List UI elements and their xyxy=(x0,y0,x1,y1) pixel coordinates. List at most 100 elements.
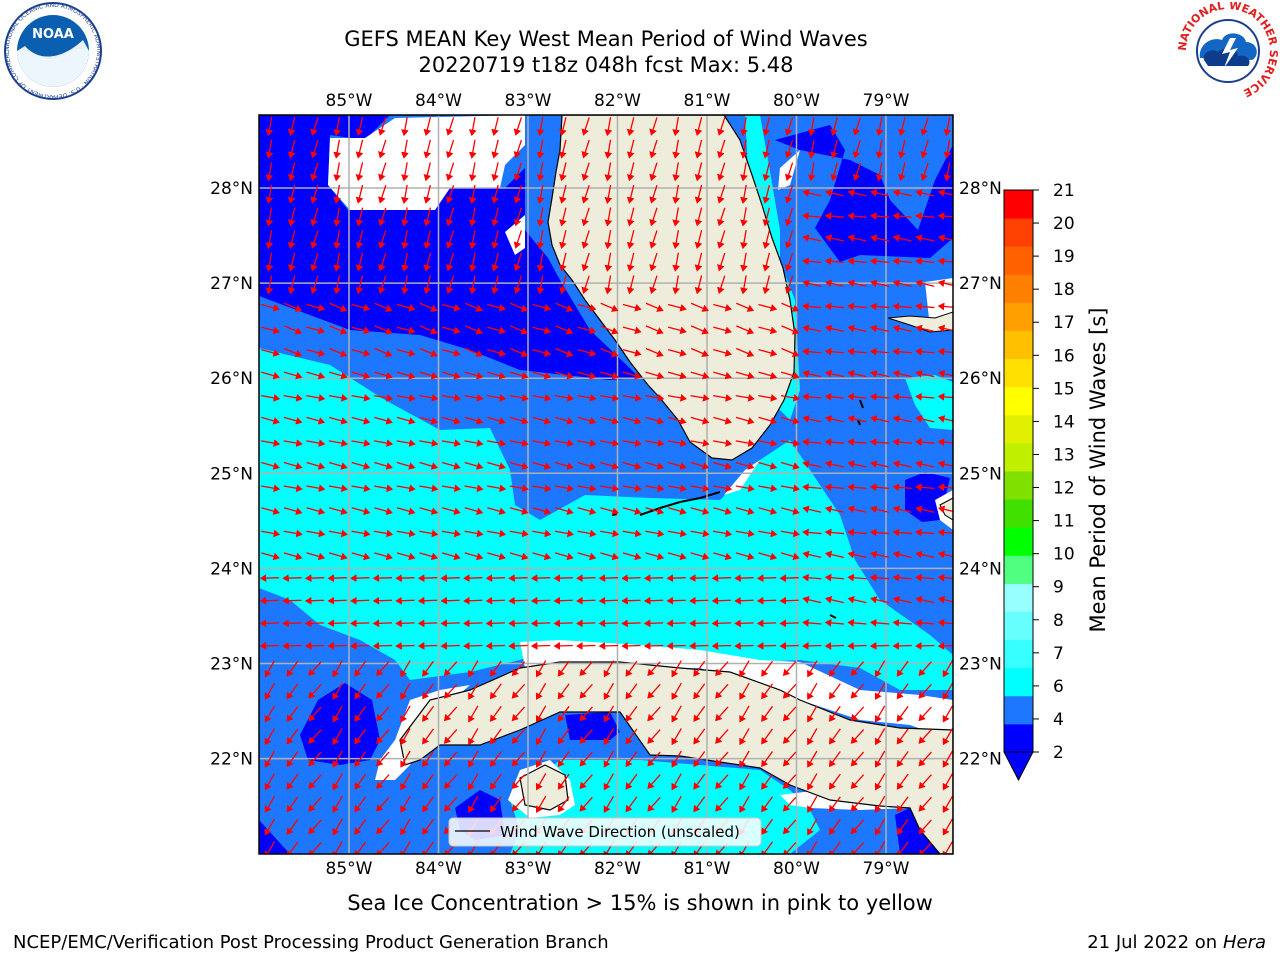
wind-wave-arrow xyxy=(355,162,364,182)
wind-wave-arrow xyxy=(874,682,886,700)
wind-wave-arrow xyxy=(828,728,841,745)
wind-wave-arrow xyxy=(782,706,797,722)
wind-wave-arrow xyxy=(581,207,590,227)
wind-wave-arrow xyxy=(419,371,439,380)
wind-wave-arrow xyxy=(355,252,364,272)
wind-wave-arrow xyxy=(690,461,710,470)
wind-wave-arrow xyxy=(779,619,799,628)
wind-wave-arrow xyxy=(332,773,343,791)
wind-wave-arrow xyxy=(828,841,841,854)
wind-wave-arrow xyxy=(869,528,890,537)
wind-wave-arrow xyxy=(376,706,390,722)
wind-wave-arrow xyxy=(781,325,800,335)
wind-wave-arrow xyxy=(304,596,325,605)
footer-credit: NCEP/EMC/Verification Post Processing Pr… xyxy=(13,932,609,953)
wind-wave-arrow xyxy=(396,416,416,425)
wind-wave-arrow xyxy=(847,302,867,311)
wind-wave-arrow xyxy=(286,683,299,700)
wind-wave-arrow xyxy=(626,139,635,159)
wind-wave-arrow xyxy=(735,371,755,380)
wind-wave-arrow xyxy=(532,349,552,357)
wind-wave-arrow xyxy=(468,139,477,159)
wind-wave-arrow xyxy=(513,252,522,272)
wind-wave-arrow xyxy=(671,728,682,746)
wind-wave-arrow xyxy=(332,818,343,836)
wind-wave-arrow xyxy=(554,529,574,538)
colorbar-segment xyxy=(1004,218,1033,247)
wind-wave-arrow xyxy=(261,484,281,493)
wind-wave-arrow xyxy=(445,139,455,159)
wind-wave-arrow xyxy=(892,369,912,378)
wind-wave-arrow xyxy=(441,416,461,425)
wind-wave-arrow xyxy=(802,392,822,401)
wind-wave-arrow xyxy=(892,189,912,197)
wind-wave-arrow xyxy=(419,394,439,402)
map-title: GEFS MEAN Key West Mean Period of Wind W… xyxy=(344,27,868,51)
wind-wave-arrow xyxy=(579,796,593,812)
wind-wave-arrow xyxy=(553,574,573,583)
lat-label: 25°N xyxy=(959,464,1002,484)
wind-wave-arrow xyxy=(626,207,635,227)
wind-wave-arrow xyxy=(645,416,665,425)
lon-label: 85°W xyxy=(326,91,373,111)
wind-wave-arrow xyxy=(530,596,551,605)
wind-wave-arrow xyxy=(264,728,276,746)
wind-wave-arrow xyxy=(509,371,529,380)
wind-wave-arrow xyxy=(643,642,664,650)
wind-wave-arrow xyxy=(464,552,484,561)
wind-wave-arrow xyxy=(468,184,477,204)
lat-label: 23°N xyxy=(210,655,253,675)
wind-wave-arrow xyxy=(306,507,326,515)
wind-wave-arrow xyxy=(850,774,865,790)
wind-wave-arrow xyxy=(283,484,303,493)
wind-wave-arrow xyxy=(667,394,687,402)
wind-wave-arrow xyxy=(576,574,596,583)
colorbar-tick-label: 6 xyxy=(1053,677,1064,697)
wind-wave-arrow xyxy=(918,661,932,677)
wind-wave-arrow xyxy=(824,573,845,582)
wind-wave-arrow xyxy=(350,642,370,650)
wind-wave-arrow xyxy=(509,394,529,402)
wind-wave-arrow xyxy=(376,729,390,744)
wind-wave-arrow xyxy=(874,841,886,854)
wind-wave-arrow xyxy=(327,642,347,650)
wind-wave-arrow xyxy=(396,303,416,312)
wind-wave-arrow xyxy=(304,642,325,650)
wind-wave-arrow xyxy=(780,529,800,538)
wind-wave-arrow xyxy=(265,117,274,137)
wind-wave-arrow xyxy=(937,347,953,356)
wind-wave-arrow xyxy=(892,438,912,446)
wind-wave-arrow xyxy=(807,117,816,137)
wind-wave-arrow xyxy=(535,705,547,723)
wind-wave-arrow xyxy=(915,279,935,288)
wind-wave-arrow xyxy=(511,774,526,790)
wind-wave-arrow xyxy=(327,619,347,628)
wind-wave-arrow xyxy=(401,184,409,204)
wind-wave-arrow xyxy=(287,252,296,272)
wind-wave-arrow xyxy=(734,619,754,628)
wind-wave-arrow xyxy=(419,507,439,515)
wind-wave-arrow xyxy=(762,162,771,182)
wind-wave-arrow xyxy=(780,552,800,561)
wind-wave-arrow xyxy=(423,230,432,249)
wind-wave-arrow xyxy=(824,279,844,288)
wind-wave-arrow xyxy=(417,642,438,650)
wind-wave-arrow xyxy=(802,324,822,333)
wind-wave-arrow xyxy=(536,252,545,272)
wind-wave-arrow xyxy=(689,574,709,583)
wind-wave-arrow xyxy=(937,483,953,492)
wind-wave-arrow xyxy=(487,439,507,447)
wind-wave-arrow xyxy=(942,795,953,813)
wind-wave-arrow xyxy=(735,529,755,538)
wind-wave-arrow xyxy=(824,550,844,559)
wind-wave-arrow xyxy=(468,207,477,227)
wind-wave-arrow xyxy=(577,371,597,380)
wind-wave-arrow xyxy=(441,303,461,312)
wind-wave-arrow xyxy=(645,439,665,447)
wind-wave-arrow xyxy=(559,184,567,204)
wind-wave-arrow xyxy=(784,139,794,159)
wind-wave-arrow xyxy=(604,117,613,137)
wind-wave-arrow xyxy=(915,618,935,627)
wind-wave-arrow xyxy=(374,371,393,380)
